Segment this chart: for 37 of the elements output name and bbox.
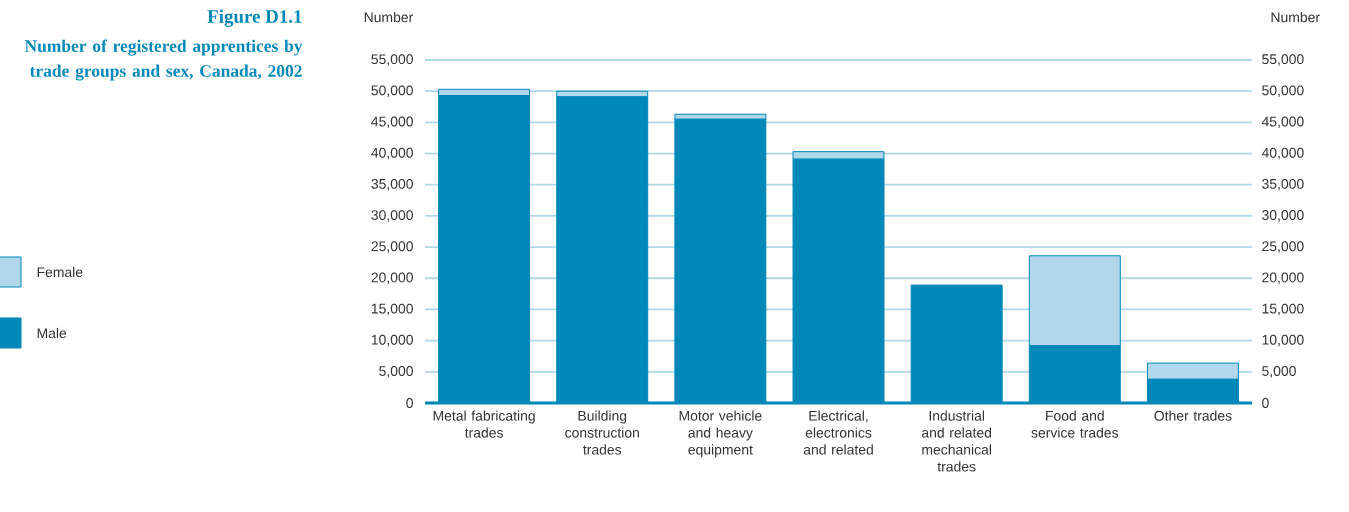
y-tick-label: 45,000	[371, 116, 413, 129]
y2-axis-title: Number	[1271, 11, 1320, 23]
text: Number of registered apprentices by trade groups and sex, Canada, 2002	[24, 39, 303, 81]
y2-tick-label: 30,000	[1262, 210, 1304, 222]
y2-tick-label: 5,000	[1262, 366, 1296, 378]
y2-tick-label: 40,000	[1261, 147, 1304, 160]
y-tick-label: 35,000	[371, 178, 413, 191]
y-tick-label: 40,000	[371, 147, 413, 160]
x-tick-label: Electrical, electronics and related	[803, 410, 873, 455]
y-tick-label: 55,000	[371, 54, 413, 66]
y-axis-title: Number	[364, 11, 413, 23]
x-tick-label: Other trades	[1154, 410, 1232, 421]
x-tick-label: Motor vehicle and heavy equipment	[679, 410, 762, 458]
y-tick-label: 30,000	[371, 210, 413, 222]
text: Figure D1.1	[207, 9, 302, 27]
y2-tick-label: 15,000	[1262, 303, 1304, 316]
y-tick-label: 15,000	[371, 303, 413, 316]
y2-tick-label: 45,000	[1261, 116, 1304, 129]
y2-tick-label: 20,000	[1262, 272, 1304, 285]
x-tick-label: Building construction trades	[565, 410, 639, 455]
legend-label: Male	[37, 327, 67, 339]
y2-tick-label: 0	[1262, 398, 1269, 408]
x-tick-label: Metal fabricating trades	[433, 410, 535, 438]
y2-tick-label: 55,000	[1262, 54, 1304, 66]
y2-tick-label: 10,000	[1262, 334, 1304, 347]
y2-tick-label: 35,000	[1262, 178, 1304, 191]
y-tick-label: 10,000	[371, 334, 413, 347]
y2-tick-label: 25,000	[1262, 241, 1304, 253]
y2-tick-label: 50,000	[1262, 85, 1304, 97]
y-tick-label: 0	[406, 398, 413, 408]
y-tick-label: 20,000	[371, 272, 413, 285]
y-tick-label: 50,000	[371, 85, 413, 97]
y-tick-label: 25,000	[371, 241, 413, 253]
x-tick-label: Industrial and related mechanical trades	[921, 410, 992, 472]
x-tick-label: Food and service trades	[1031, 410, 1119, 438]
y-tick-label: 5,000	[379, 366, 413, 378]
legend-label: Female	[37, 266, 83, 278]
